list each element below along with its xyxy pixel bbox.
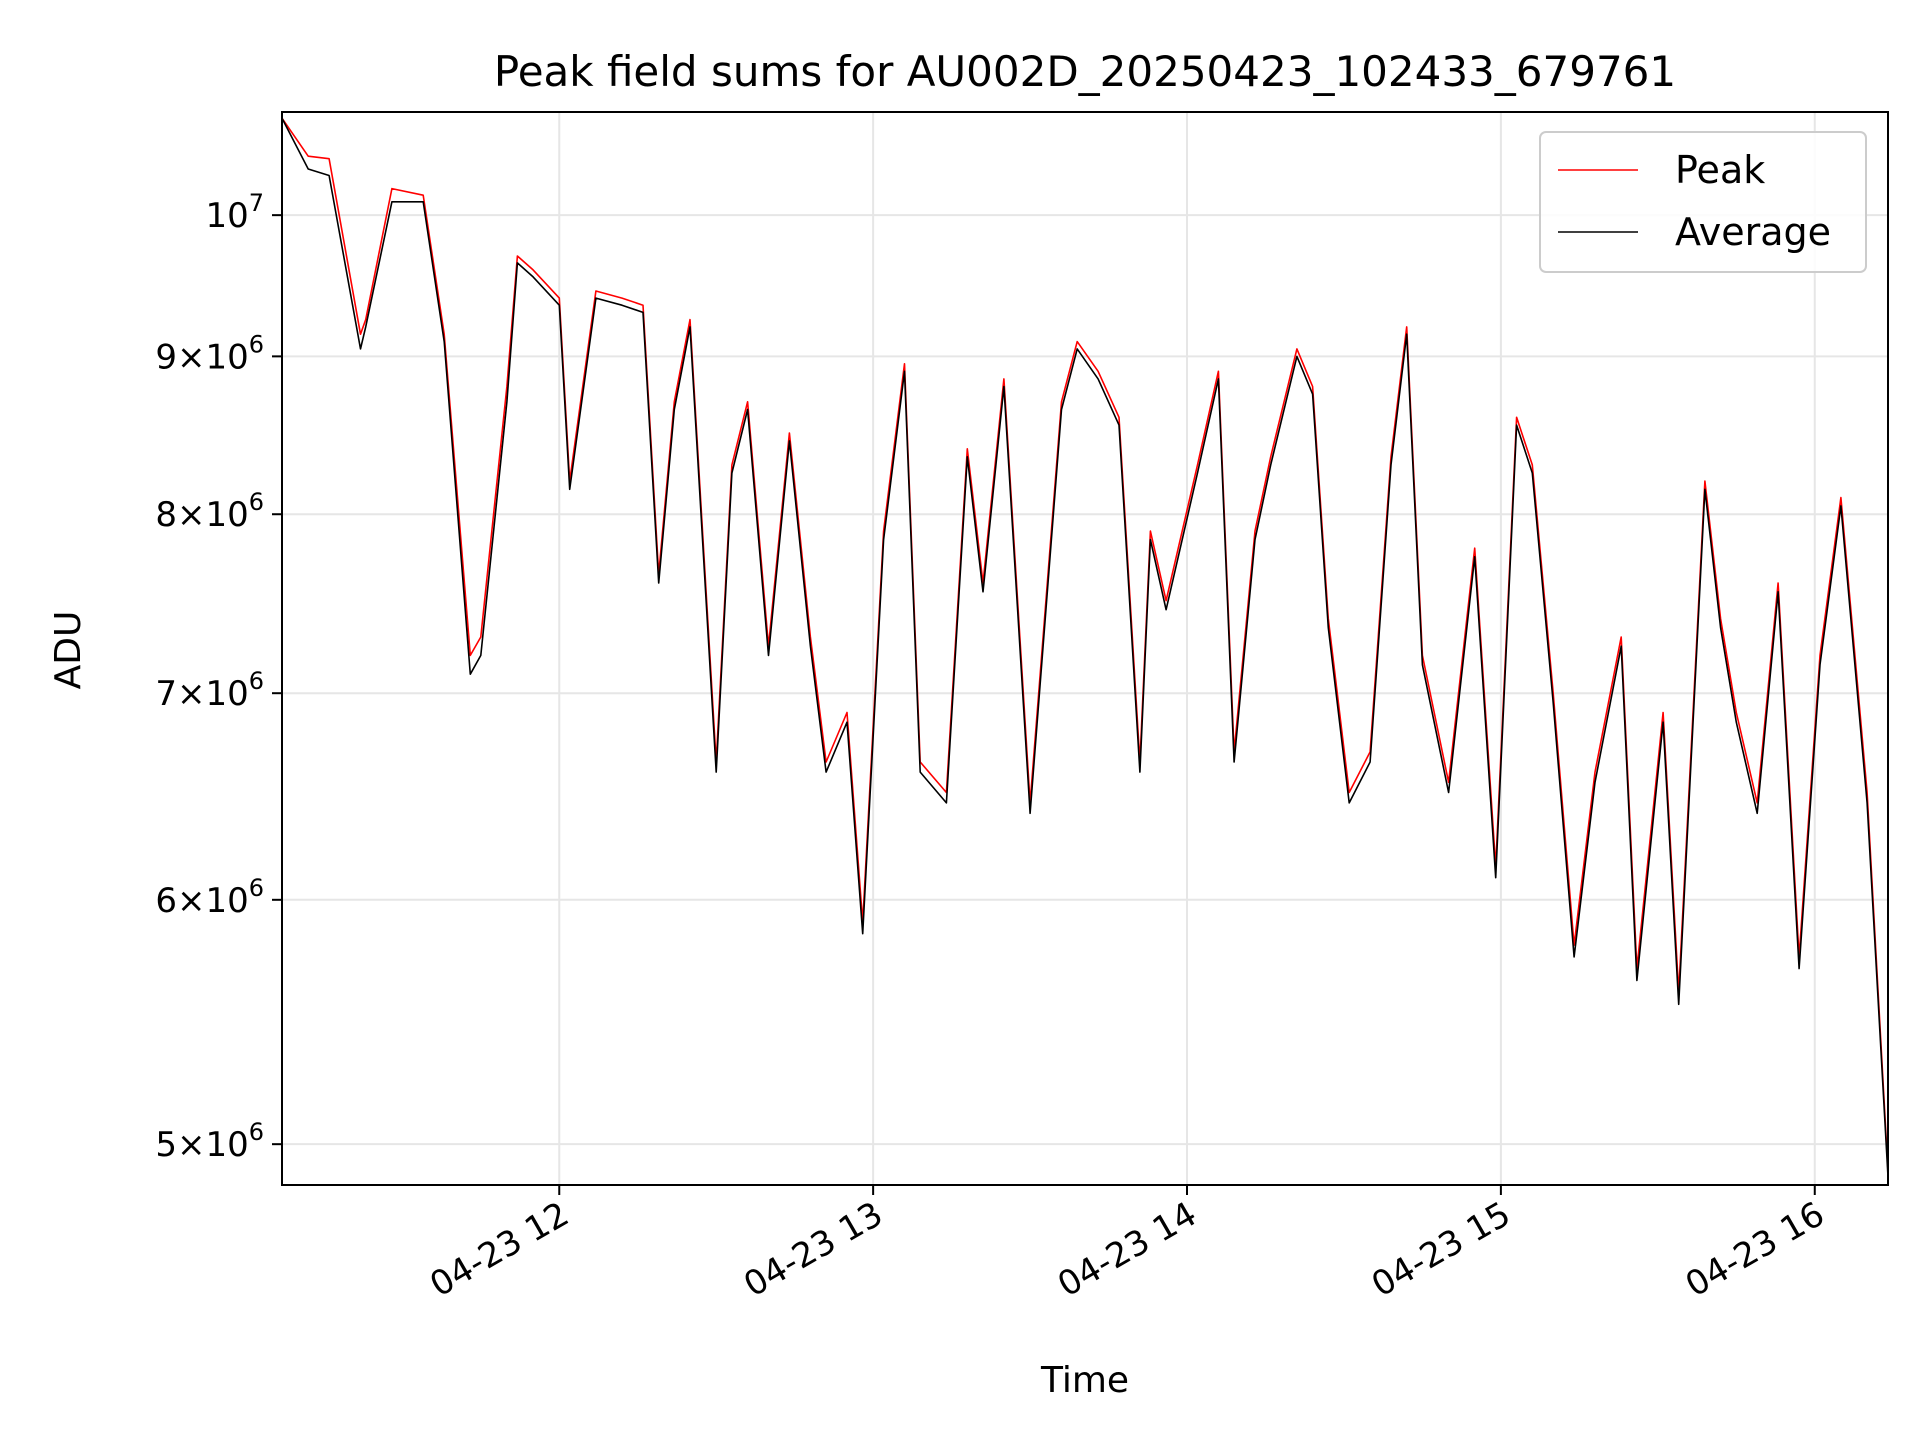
- x-tick-label: 04-23 16: [1679, 1194, 1831, 1305]
- legend-box: [1539, 131, 1867, 273]
- y-tick-label: 7×106: [155, 667, 264, 714]
- x-axis-label: Time: [1040, 1360, 1129, 1401]
- x-tick-label: 04-23 13: [737, 1194, 889, 1305]
- y-tick-label: 6×106: [155, 874, 264, 921]
- legend-label-average: Average: [1675, 210, 1831, 254]
- y-tick-label: 5×106: [155, 1118, 264, 1165]
- legend: Peak Average: [1539, 131, 1867, 273]
- x-tick-label: 04-23 14: [1051, 1194, 1203, 1305]
- series-lines: [281, 117, 1889, 1177]
- legend-label-peak: Peak: [1675, 148, 1765, 192]
- grid: [282, 112, 1888, 1185]
- y-tick-label: 107: [205, 189, 264, 236]
- y-axis-label: ADU: [48, 611, 89, 690]
- series-line-peak: [281, 117, 1889, 1172]
- x-tick-label: 04-23 12: [423, 1194, 575, 1305]
- x-tick-label: 04-23 15: [1365, 1194, 1517, 1305]
- plot-frame: [281, 111, 1889, 1186]
- y-tick-label: 8×106: [155, 488, 264, 535]
- y-tick-label: 9×106: [155, 330, 264, 377]
- chart-title: Peak field sums for AU002D_20250423_1024…: [494, 47, 1676, 96]
- series-line-average: [281, 117, 1889, 1177]
